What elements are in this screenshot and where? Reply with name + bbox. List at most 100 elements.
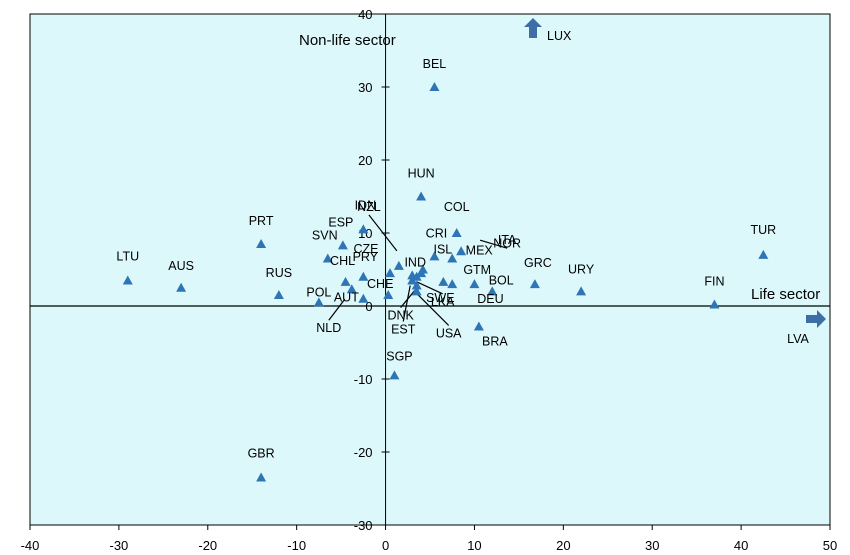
x-tick-label: 30 xyxy=(645,538,659,553)
point-che xyxy=(383,290,394,300)
leader-lines xyxy=(328,214,508,326)
y-tick-label: -20 xyxy=(354,445,373,460)
offscale-arrow-lux xyxy=(524,18,542,38)
leader-nzl xyxy=(368,214,398,252)
point-ltu xyxy=(122,275,133,285)
label-est: EST xyxy=(391,322,416,336)
label-nzl: NZL xyxy=(357,200,381,214)
y-axis-title: Non-life sector xyxy=(299,32,396,49)
label-isl: ISL xyxy=(434,243,453,257)
label-dnk: DNK xyxy=(387,309,414,323)
point-lka xyxy=(411,271,422,281)
x-tick-label: 40 xyxy=(734,538,748,553)
label-hun: HUN xyxy=(408,167,435,181)
y-tick-label: 40 xyxy=(358,7,372,22)
label-swe: SWE xyxy=(426,291,454,305)
point-pry xyxy=(358,271,369,281)
point-chl xyxy=(340,276,351,286)
label-lka: LKA xyxy=(431,295,455,309)
label-chl: CHL xyxy=(330,254,355,268)
point-bra xyxy=(473,321,484,331)
point-gbr xyxy=(256,472,267,482)
label-mex: MEX xyxy=(466,244,494,258)
point-gtm xyxy=(447,279,458,289)
label-prt: PRT xyxy=(249,214,274,228)
point-bol xyxy=(487,286,498,296)
point-aut xyxy=(358,293,369,303)
label-nor: NOR xyxy=(493,236,521,250)
x-tick-label: -10 xyxy=(287,538,306,553)
point-col xyxy=(451,228,462,237)
label-aut: AUT xyxy=(334,291,359,305)
point-esp xyxy=(337,240,348,250)
point-pol xyxy=(313,297,324,307)
label-ita: ITA xyxy=(498,233,517,247)
label-bel: BEL xyxy=(423,57,447,71)
label-svn: SVN xyxy=(312,229,338,243)
label-deu: DEU xyxy=(477,292,503,306)
x-tick-label: -40 xyxy=(21,538,40,553)
label-gtm: GTM xyxy=(463,263,491,277)
leader-nld xyxy=(328,298,346,321)
label-rus: RUS xyxy=(266,266,292,280)
point-svn xyxy=(322,253,333,263)
point-grc xyxy=(529,279,540,289)
point-nld xyxy=(346,284,357,294)
label-tur: TUR xyxy=(750,223,776,237)
label-idn: IDN xyxy=(355,198,377,212)
point-sgp xyxy=(389,370,400,380)
label-cri: CRI xyxy=(426,226,448,240)
label-esp: ESP xyxy=(328,215,353,229)
point-swe xyxy=(438,276,449,286)
point-mex xyxy=(447,253,458,263)
point-cri xyxy=(429,251,440,261)
x-tick-label: -30 xyxy=(109,538,128,553)
y-tick-label: -30 xyxy=(354,518,373,533)
point-fin xyxy=(709,299,720,309)
label-grc: GRC xyxy=(524,256,552,270)
label-nld: NLD xyxy=(316,321,341,335)
point-cze xyxy=(385,268,395,278)
point-usa xyxy=(411,286,422,296)
y-tick-label: 30 xyxy=(358,80,372,95)
label-lux: LUX xyxy=(547,29,572,43)
label-cze: CZE xyxy=(354,242,379,256)
point-bel xyxy=(429,82,440,91)
y-tick-label: -10 xyxy=(354,372,373,387)
leader-est xyxy=(402,285,411,322)
point-aus xyxy=(176,282,187,292)
label-bra: BRA xyxy=(482,334,508,348)
point-hun xyxy=(416,191,427,201)
label-pol: POL xyxy=(306,285,331,299)
x-tick-label: 10 xyxy=(467,538,481,553)
label-usa: USA xyxy=(436,326,462,340)
x-axis-title: Life sector xyxy=(751,286,820,303)
data-points xyxy=(122,82,769,482)
x-tick-label: 0 xyxy=(382,538,389,553)
label-ltu: LTU xyxy=(116,249,139,263)
label-pry: PRY xyxy=(353,250,379,264)
axes: -40 -30 -20 -10 0 10 20 30 40 50-30-20-1001020304… xyxy=(21,7,838,553)
offscale-markers: LUX LVA xyxy=(524,18,826,346)
leader-ita xyxy=(479,239,508,249)
point-ury xyxy=(576,286,587,296)
point-rus xyxy=(273,290,284,300)
y-tick-label: 0 xyxy=(365,299,372,314)
point-deu xyxy=(469,279,480,289)
label-lva: LVA xyxy=(787,332,809,346)
point-tur xyxy=(758,249,769,259)
label-sgp: SGP xyxy=(386,349,412,363)
point-ita xyxy=(416,268,427,278)
x-tick-label: 20 xyxy=(556,538,570,553)
leader-usa xyxy=(416,292,450,326)
point-idn xyxy=(358,224,369,234)
offscale-arrow-lva xyxy=(806,310,826,328)
x-tick-label: -20 xyxy=(198,538,217,553)
point-nzl xyxy=(393,260,404,270)
label-fin: FIN xyxy=(704,275,724,289)
label-che: CHE xyxy=(367,277,393,291)
label-ind: IND xyxy=(404,255,426,269)
x-tick-label: 50 xyxy=(823,538,837,553)
